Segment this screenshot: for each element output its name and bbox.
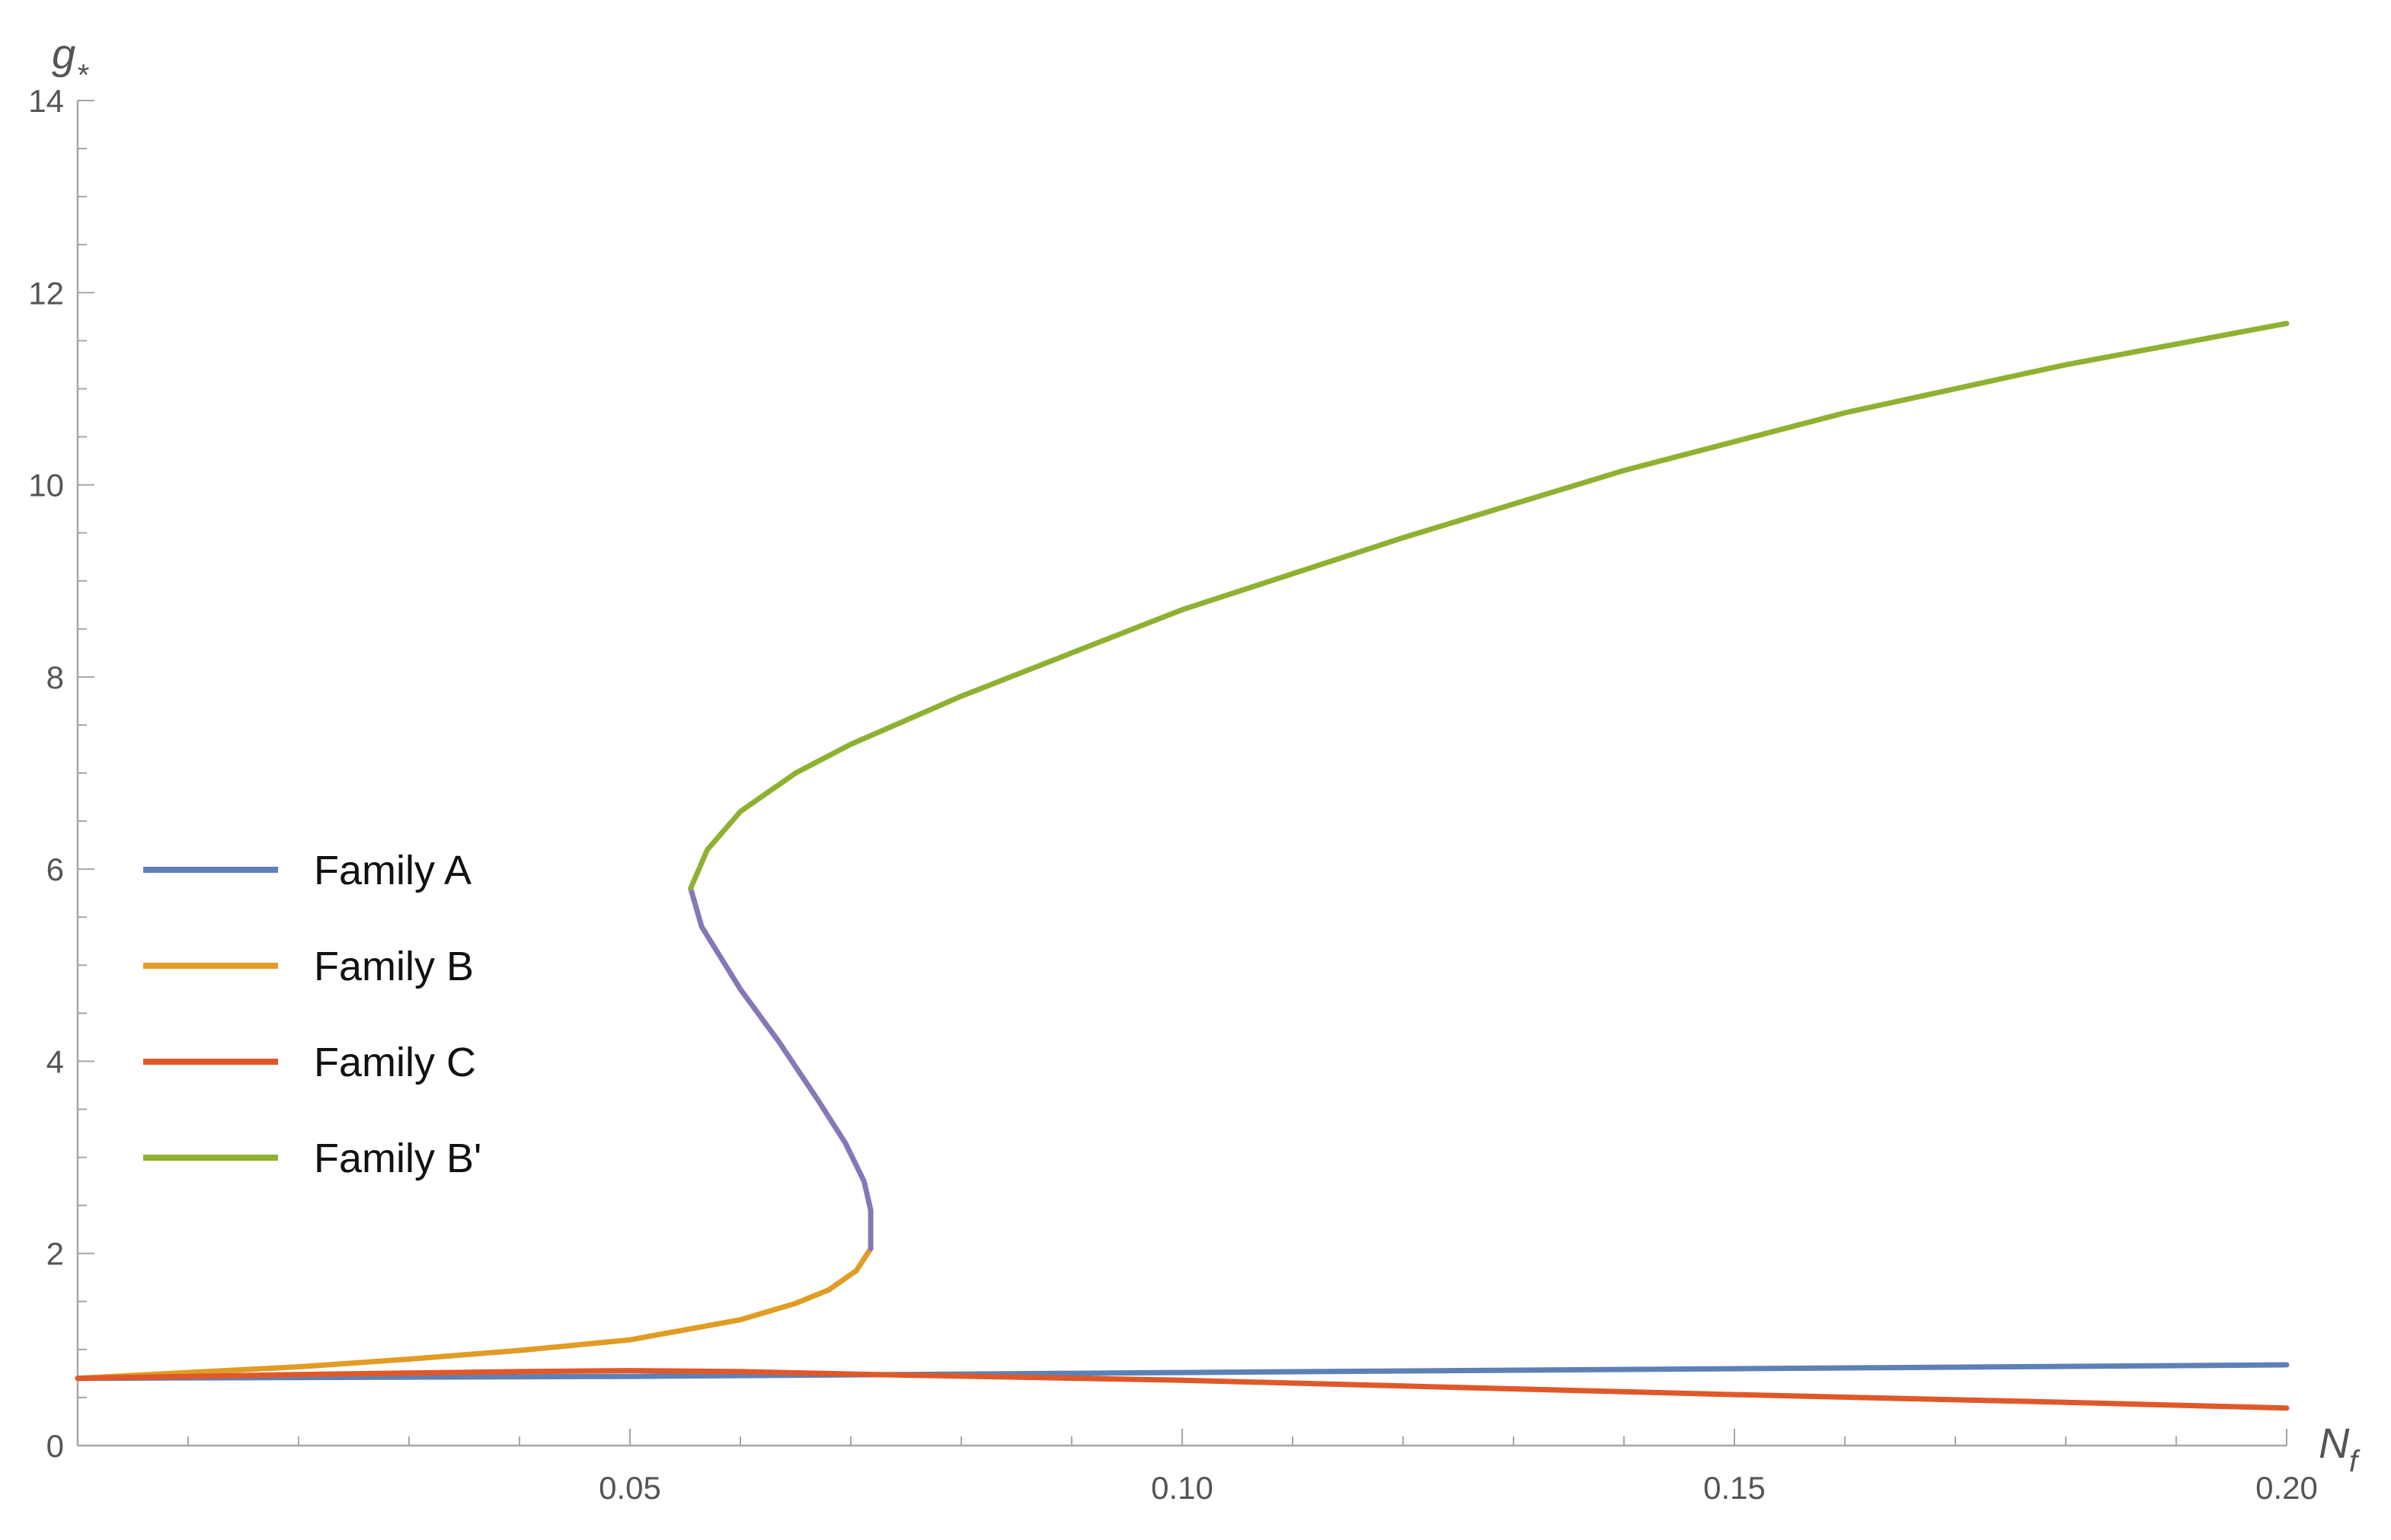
y-tick-label: 8 — [46, 660, 64, 695]
x-tick-label: 0.15 — [1703, 1470, 1766, 1506]
x-tick-label: 0.05 — [599, 1470, 661, 1506]
y-tick-label: 6 — [46, 851, 64, 887]
series-connector — [688, 885, 874, 1251]
y-axis-label: g — [52, 30, 75, 78]
legend-label: Family B' — [314, 1136, 481, 1181]
legend-label: Family A — [314, 848, 471, 893]
series-family-a — [75, 1362, 2290, 1382]
y-tick-label: 10 — [28, 468, 64, 503]
legend: Family A Family B Family C Family B' — [143, 848, 481, 1181]
y-tick-label: 4 — [46, 1043, 64, 1079]
series-family-b — [688, 321, 2290, 891]
legend-label: Family B — [314, 944, 474, 989]
legend-label: Family C — [314, 1040, 476, 1085]
series-family-c — [75, 1368, 2290, 1411]
y-tick-label: 2 — [46, 1236, 64, 1272]
series-family-b — [75, 1245, 874, 1382]
x-tick-label: 0.10 — [1151, 1470, 1213, 1506]
y-tick-label: 12 — [28, 275, 64, 311]
y-axis-label-subscript: * — [76, 59, 89, 92]
x-axis-label: N — [2319, 1419, 2350, 1467]
axes: 0.05 0.10 0.15 0.20 0 2 4 6 8 10 12 14 N f g * — [28, 30, 2361, 1506]
series-layer — [75, 321, 2290, 1411]
x-axis-label-subscript: f — [2349, 1445, 2361, 1478]
x-tick-label: 0.20 — [2255, 1470, 2318, 1506]
y-tick-label: 0 — [46, 1428, 64, 1464]
y-tick-label: 14 — [28, 83, 64, 119]
